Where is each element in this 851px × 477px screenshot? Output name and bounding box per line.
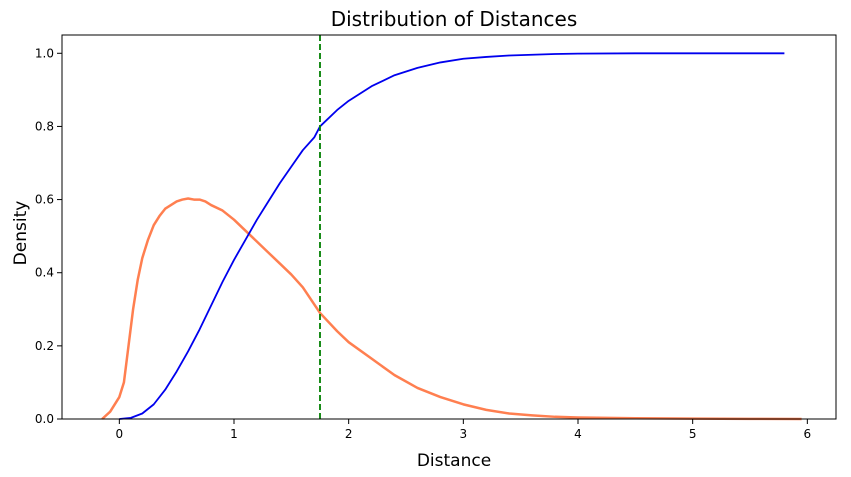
x-tick-label: 2 <box>345 427 353 441</box>
x-tick-label: 0 <box>116 427 124 441</box>
plot-area: 0 1 2 3 4 5 6 0.0 0.2 0.4 0.6 0.8 1.0 <box>35 34 837 441</box>
y-tick-label: 1.0 <box>35 46 54 60</box>
y-tick-label: 0.4 <box>35 266 54 280</box>
y-tick-label: 0.2 <box>35 339 54 353</box>
y-axis-label: Density <box>11 201 31 266</box>
plot-frame <box>61 34 837 420</box>
x-tick-label: 3 <box>460 427 468 441</box>
chart-title: Distribution of Distances <box>331 7 578 31</box>
x-tick-label: 4 <box>574 427 582 441</box>
y-tick-label: 0.6 <box>35 193 54 207</box>
x-tick-label: 5 <box>689 427 697 441</box>
y-tick-label: 0.8 <box>35 119 54 133</box>
y-tick-label: 0.0 <box>35 412 54 426</box>
x-tick-label: 1 <box>230 427 238 441</box>
series-line-0 <box>101 197 802 421</box>
x-tick-label: 6 <box>804 427 812 441</box>
series-line-1 <box>119 52 785 420</box>
x-axis-label: Distance <box>417 451 491 471</box>
